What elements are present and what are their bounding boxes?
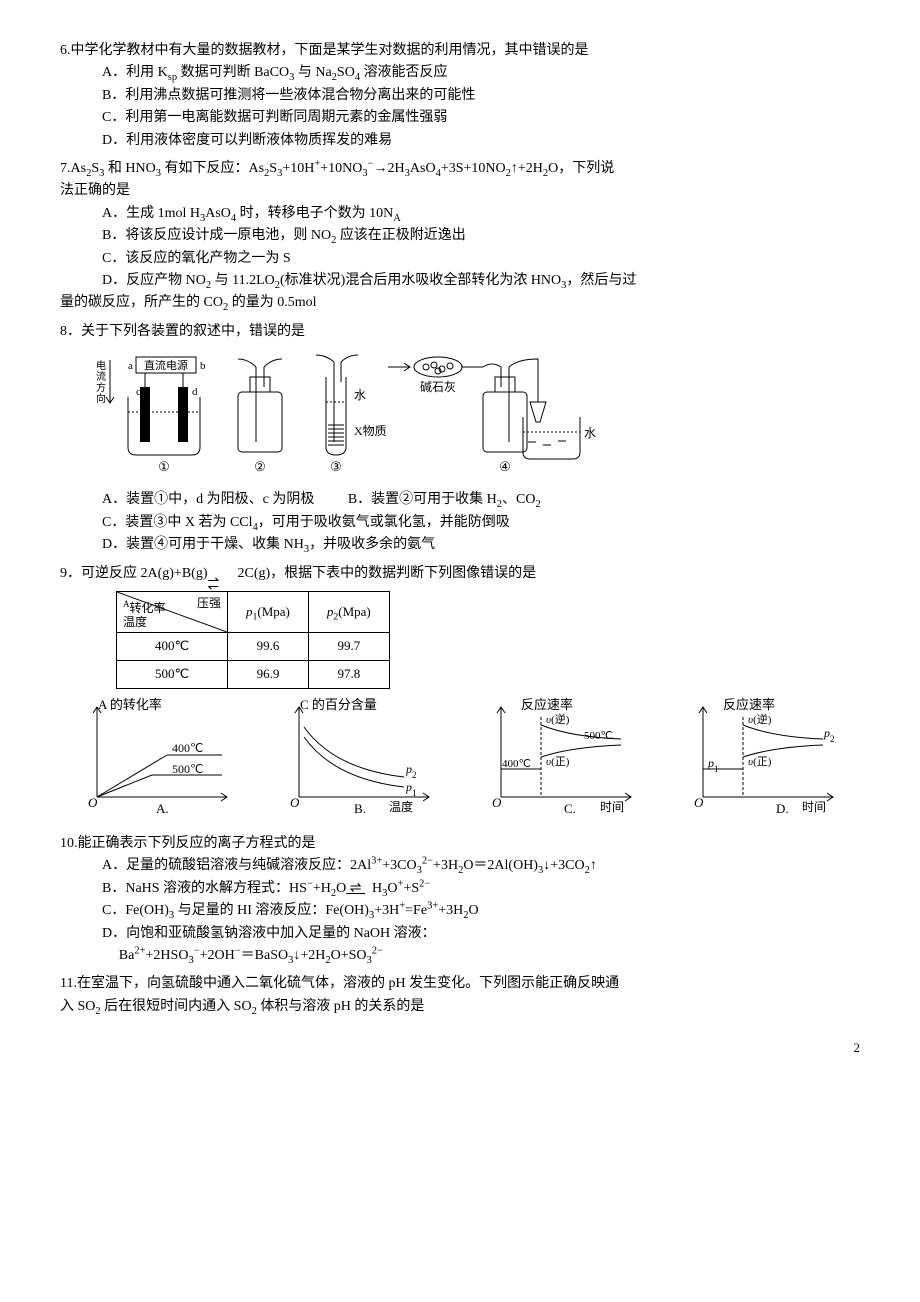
svg-text:p1: p1 — [405, 780, 417, 798]
soda-lime-label: 碱石灰 — [420, 380, 456, 394]
svg-text:p1: p1 — [707, 756, 719, 774]
q8-option-c: C．装置③中 X 若为 CCl4，可用于吸收氨气或氯化氢，并能防倒吸 — [102, 512, 860, 534]
question-10: 10.能正确表示下列反应的离子方程式的是 A．足量的硫酸铝溶液与纯碱溶液反应：2… — [60, 833, 860, 967]
svg-text:500℃: 500℃ — [172, 762, 203, 776]
col-p2: p2(Mpa) — [308, 592, 389, 633]
chart-c: 反应速率 υ(逆) 500℃ υ(正) 400℃ O C. 时间 — [464, 697, 658, 825]
q7-stem-1: 7.As2S3 和 HNO3 有如下反应：As2S3+10H++10NO3−→2… — [60, 158, 860, 180]
q8-apparatus-diagram: 直流电源 a b 电 流 方 向 c d ① — [88, 347, 860, 485]
svg-text:方: 方 — [96, 381, 106, 394]
svg-text:O: O — [492, 795, 502, 810]
svg-text:B.: B. — [354, 801, 366, 816]
chart-c-ylabel: 反应速率 — [521, 697, 573, 712]
water-label-1: 水 — [354, 388, 366, 402]
svg-text:p2: p2 — [405, 762, 417, 780]
svg-text:400℃: 400℃ — [172, 741, 203, 755]
svg-text:υ(正): υ(正) — [546, 756, 570, 768]
q10-option-b: B．NaHS 溶液的水解方程式：HS−+H2O ⇌ H3O++S2− — [102, 878, 860, 900]
q7-option-d-2: 量的碳反应，所产生的 CO2 的量为 0.5mol — [60, 292, 860, 314]
q6-stem: 6.中学化学教材中有大量的数据教材，下面是某学生对数据的利用情况，其中错误的是 — [60, 40, 860, 62]
svg-text:D.: D. — [776, 801, 789, 816]
svg-text:400℃: 400℃ — [502, 758, 531, 770]
q6-option-b: B．利用沸点数据可推测将一些液体混合物分离出来的可能性 — [102, 85, 860, 107]
label-a: a — [128, 360, 133, 372]
svg-text:C.: C. — [564, 801, 576, 816]
label-c: c — [136, 386, 141, 398]
q10-option-d-2: Ba2++2HSO3−+2OH−＝BaSO3↓+2H2O+SO32− — [119, 945, 860, 967]
q8-option-a: A．装置①中，d 为阳极、c 为阴极 — [102, 489, 314, 511]
col-p1: p1(Mpa) — [228, 592, 309, 633]
chart-d-ylabel: 反应速率 — [723, 697, 775, 712]
apparatus-3: 水 X物质 ③ — [316, 355, 387, 474]
q11-stem-1: 11.在室温下，向氢硫酸中通入二氧化硫气体，溶液的 pH 发生变化。下列图示能正… — [60, 973, 860, 995]
q8-options-row1: A．装置①中，d 为阳极、c 为阴极 B．装置②可用于收集 H2、CO2 — [102, 489, 860, 511]
table-row: 500℃ 96.9 97.8 — [117, 660, 390, 688]
q10-option-d-1: D．向饱和亚硫酸氢钠溶液中加入足量的 NaOH 溶液： — [102, 923, 860, 945]
question-9: 9．可逆反应 2A(g)+B(g)⇀↽2C(g)，根据下表中的数据判断下列图像错… — [60, 563, 860, 825]
q11-stem-2: 入 SO2 后在很短时间内通入 SO2 体积与溶液 pH 的关系的是 — [60, 996, 860, 1018]
q10-stem: 10.能正确表示下列反应的离子方程式的是 — [60, 833, 860, 855]
svg-text:υ(正): υ(正) — [748, 756, 772, 768]
table-diag-cell: 压强 A转化率 温度 — [117, 592, 228, 633]
q10-option-c: C．Fe(OH)3 与足量的 HI 溶液反应：Fe(OH)3+3H+=Fe3++… — [102, 900, 860, 922]
svg-text:O: O — [694, 795, 704, 810]
chart-a: A 的转化率 400℃ 500℃ O A. — [60, 697, 254, 825]
q7-option-d-1: D．反应产物 NO2 与 11.2LO2(标准状况)混合后用水吸收全部转化为浓 … — [102, 270, 860, 292]
page-number: 2 — [60, 1038, 860, 1059]
dc-source-label: 直流电源 — [144, 358, 188, 372]
x-label: X物质 — [354, 424, 387, 438]
svg-text:时间: 时间 — [600, 800, 624, 814]
svg-text:O: O — [290, 795, 300, 810]
flow-label-1: 电 — [96, 359, 106, 372]
q9-stem: 9．可逆反应 2A(g)+B(g)⇀↽2C(g)，根据下表中的数据判断下列图像错… — [60, 563, 860, 585]
chart-a-ylabel: A 的转化率 — [98, 697, 162, 712]
apparatus-1: 直流电源 a b 电 流 方 向 c d ① — [96, 357, 206, 474]
chart-b: C 的百分含量 p2 p1 O B. 温度 — [262, 697, 456, 825]
apparatus-4: 碱石灰 水 ④ — [388, 357, 596, 474]
svg-text:时间: 时间 — [802, 800, 826, 814]
q9-table: 压强 A转化率 温度 p1(Mpa) p2(Mpa) 400℃ 99.6 99.… — [116, 591, 860, 689]
q6-option-d: D．利用液体密度可以判断液体物质挥发的难易 — [102, 130, 860, 152]
label-b: b — [200, 360, 206, 372]
chart-d: 反应速率 υ(逆) p2 υ(正) p1 O D. 时间 — [666, 697, 860, 825]
svg-text:流: 流 — [96, 370, 106, 383]
svg-text:υ(逆): υ(逆) — [546, 712, 570, 726]
circled-4: ④ — [499, 459, 511, 474]
q7-option-c: C．该反应的氧化产物之一为 S — [102, 248, 860, 270]
question-11: 11.在室温下，向氢硫酸中通入二氧化硫气体，溶液的 pH 发生变化。下列图示能正… — [60, 973, 860, 1018]
q7-option-a: A．生成 1mol H3AsO4 时，转移电子个数为 10NA — [102, 203, 860, 225]
question-8: 8．关于下列各装置的叙述中，错误的是 直流电源 a b 电 流 方 向 — [60, 321, 860, 557]
diag-top: 压强 — [197, 594, 221, 613]
table-row: 400℃ 99.6 99.7 — [117, 633, 390, 661]
q10-option-a: A．足量的硫酸铝溶液与纯碱溶液反应：2Al3++3CO32−+3H2O＝2Al(… — [102, 855, 860, 877]
svg-text:向: 向 — [96, 392, 106, 405]
question-6: 6.中学化学教材中有大量的数据教材，下面是某学生对数据的利用情况，其中错误的是 … — [60, 40, 860, 152]
q8-option-b: B．装置②可用于收集 H2、CO2 — [348, 489, 541, 511]
circled-1: ① — [158, 459, 170, 474]
q7-stem-2: 法正确的是 — [60, 180, 860, 202]
q9-charts: A 的转化率 400℃ 500℃ O A. C 的百分含量 — [60, 697, 860, 825]
svg-text:温度: 温度 — [389, 799, 413, 814]
svg-text:υ(逆): υ(逆) — [748, 712, 772, 726]
circled-3: ③ — [330, 459, 342, 474]
svg-text:A.: A. — [156, 801, 169, 816]
svg-text:500℃: 500℃ — [584, 730, 613, 742]
label-d: d — [192, 386, 198, 398]
svg-text:p2: p2 — [823, 726, 835, 744]
question-7: 7.As2S3 和 HNO3 有如下反应：As2S3+10H++10NO3−→2… — [60, 158, 860, 315]
q6-option-a: A．利用 Ksp 数据可判断 BaCO3 与 Na2SO4 溶液能否反应 — [102, 62, 860, 84]
apparatus-2: ② — [238, 359, 282, 474]
diag-bottom: 温度 — [123, 613, 147, 632]
q6-option-c: C．利用第一电离能数据可判断同周期元素的金属性强弱 — [102, 107, 860, 129]
water-label-2: 水 — [584, 426, 596, 440]
chart-b-ylabel: C 的百分含量 — [300, 697, 377, 712]
q8-stem: 8．关于下列各装置的叙述中，错误的是 — [60, 321, 860, 343]
svg-text:O: O — [88, 795, 98, 810]
q7-option-b: B．将该反应设计成一原电池，则 NO2 应该在正极附近逸出 — [102, 225, 860, 247]
q8-option-d: D．装置④可用于干燥、收集 NH3，并吸收多余的氨气 — [102, 534, 860, 556]
circled-2: ② — [254, 459, 266, 474]
